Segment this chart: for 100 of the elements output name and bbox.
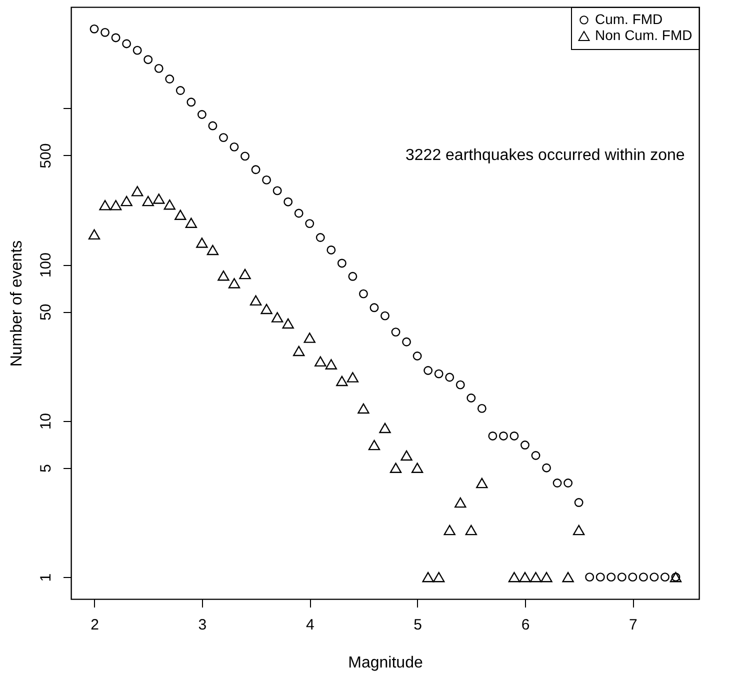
point — [346, 372, 359, 382]
point — [142, 196, 154, 206]
point — [262, 175, 272, 184]
point — [272, 186, 282, 196]
point — [531, 451, 540, 460]
point — [370, 303, 379, 312]
point — [218, 270, 230, 281]
x-tick-label: 2 — [90, 616, 99, 634]
point — [230, 142, 239, 152]
point — [530, 572, 542, 582]
point — [144, 55, 153, 64]
point — [380, 311, 390, 320]
point — [196, 238, 208, 248]
point — [110, 200, 122, 210]
point — [498, 432, 508, 440]
annotation: 3222 earthquakes occurred within zone — [405, 147, 685, 164]
point — [293, 346, 305, 356]
point — [314, 356, 326, 367]
point — [164, 199, 176, 210]
point — [424, 366, 433, 375]
point — [240, 152, 250, 161]
point — [250, 295, 262, 306]
point — [379, 422, 391, 434]
point — [131, 186, 144, 196]
point — [574, 498, 584, 507]
point — [251, 165, 260, 174]
point — [520, 440, 530, 450]
y-tick-label: 50 — [38, 304, 54, 320]
x-tick-label: 3 — [198, 616, 207, 634]
point — [305, 219, 314, 228]
point — [174, 210, 186, 220]
point — [411, 462, 424, 474]
point — [176, 86, 185, 95]
point — [402, 337, 412, 346]
point — [165, 74, 174, 84]
point — [476, 478, 488, 488]
point — [434, 369, 444, 378]
point — [368, 440, 380, 450]
y-tick-label: 1 — [38, 573, 54, 582]
point — [390, 462, 402, 474]
point — [519, 572, 531, 582]
point — [336, 376, 348, 386]
point — [122, 39, 132, 48]
y-tick-label: 5 — [38, 464, 54, 473]
point — [540, 572, 552, 582]
point — [284, 197, 293, 206]
point — [88, 229, 100, 240]
point — [650, 572, 659, 582]
point — [208, 121, 218, 130]
point — [456, 380, 465, 390]
point — [542, 463, 551, 472]
point — [154, 64, 164, 73]
point — [585, 572, 594, 582]
point — [477, 404, 486, 413]
point — [444, 524, 456, 536]
point — [412, 352, 422, 360]
point — [445, 372, 454, 382]
point — [294, 208, 304, 218]
y-tick-label: 100 — [38, 252, 54, 278]
point — [111, 33, 120, 42]
point — [617, 572, 626, 582]
point — [282, 318, 294, 329]
point — [422, 572, 434, 582]
point — [316, 233, 325, 242]
point — [391, 328, 400, 337]
point — [638, 572, 648, 582]
x-axis-title: Magnitude — [348, 654, 423, 672]
point — [510, 432, 519, 440]
y-axis-title: Number of events — [8, 240, 26, 367]
point — [219, 133, 228, 142]
point — [325, 359, 338, 370]
point — [337, 258, 346, 268]
legend-label: Non Cum. FMD — [595, 27, 692, 43]
point — [206, 244, 219, 256]
point — [628, 572, 638, 582]
point — [564, 478, 573, 488]
point — [120, 196, 132, 206]
point — [454, 497, 466, 508]
point — [358, 403, 370, 414]
point — [197, 110, 206, 119]
point — [596, 572, 605, 582]
point — [304, 332, 316, 343]
point — [358, 289, 368, 298]
point — [228, 278, 240, 288]
point — [562, 572, 574, 582]
point — [260, 304, 272, 314]
point — [239, 268, 251, 280]
x-tick-label: 5 — [414, 616, 422, 634]
point — [400, 450, 412, 461]
point — [326, 246, 336, 254]
point — [99, 200, 111, 210]
point — [348, 272, 358, 281]
point — [132, 46, 142, 55]
point — [432, 572, 445, 582]
point — [90, 24, 99, 34]
point — [552, 478, 562, 488]
point — [572, 524, 585, 536]
point — [488, 432, 498, 440]
point — [466, 394, 476, 402]
y-tick-label: 10 — [38, 412, 54, 430]
